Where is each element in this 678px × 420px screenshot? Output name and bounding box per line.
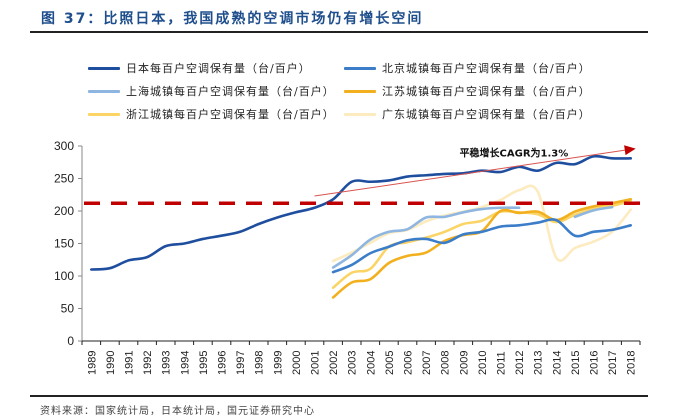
legend-swatch [344,66,376,70]
legend-item-shanghai: 上海城镇每百户空调保有量（台/百户） [88,83,335,99]
x-tick-label: 2006 [403,351,415,375]
trend-arrow-line [314,149,628,197]
legend-swatch [88,66,120,70]
trend-arrow-head [624,145,636,156]
x-tick-label: 2000 [291,351,303,375]
series-line-shanghai [573,205,614,219]
y-axis: 0 50 100 150 200 250 300 [54,139,83,348]
x-tick-label: 2013 [533,351,545,375]
legend-item-beijing: 北京城镇每百户空调保有量（台/百户） [344,60,591,76]
x-tick-label: 2015 [570,351,582,375]
series-line-shanghai [331,206,521,269]
x-tick-label: 1996 [217,351,229,375]
title-rule [30,31,648,33]
figure-title: 图 37：比照日本，我国成熟的空调市场仍有增长空间 [41,11,424,27]
x-tick-label: 1990 [105,351,117,375]
legend-item-zhejiang: 浙江城镇每百户空调保有量（台/百户） [88,106,335,122]
x-tick-label: 2008 [440,351,452,375]
x-tick-label: 2009 [458,351,470,375]
source-note: 资料来源：国家统计局，日本统计局，国元证券研究中心 [40,406,315,417]
legend-item-japan: 日本每百户空调保有量（台/百户） [88,60,311,76]
series-line-japan [90,154,632,271]
x-tick-label: 1989 [86,351,98,375]
x-tick-label: 1993 [161,351,173,375]
series-line-guangdong [331,184,632,263]
legend-swatch [344,89,376,93]
x-tick-label: 2005 [384,351,396,375]
x-tick-label: 2002 [328,351,340,375]
legend-item-guangdong: 广东城镇每百户空调保有量（台/百户） [344,106,591,122]
x-tick-label: 1994 [179,351,191,375]
x-tick-label: 2017 [607,351,619,375]
x-tick-label: 2014 [551,351,563,375]
y-tick-label: 300 [54,139,74,153]
x-tick-label: 1998 [254,351,266,375]
x-tick-label: 2016 [589,351,601,375]
x-tick-label: 2010 [477,351,489,375]
cagr-annotation: 平稳增长CAGR为1.3% [460,147,569,160]
x-tick-label: 2004 [365,351,377,375]
overlay-layer: 平稳增长CAGR为1.3% [84,145,640,205]
series-line-beijing [331,218,632,274]
x-axis: 1989 1990 1991 1992 1993 1994 1995 1996 1997 1998… [81,340,641,375]
source-rule [30,395,648,397]
series-layer [90,154,632,299]
legend-label: 上海城镇每百户空调保有量（台/百户） [126,85,335,98]
y-tick-label: 50 [61,302,75,316]
x-tick-label: 2012 [514,351,526,375]
legend-item-jiangsu: 江苏城镇每百户空调保有量（台/百户） [344,83,591,99]
legend-label: 北京城镇每百户空调保有量（台/百户） [382,62,591,75]
x-tick-label: 1995 [198,351,210,375]
legend-swatch [88,89,120,93]
x-tick-label: 2018 [626,351,638,375]
x-tick-label: 1991 [124,351,136,375]
x-tick-label: 2011 [496,351,508,375]
y-tick-label: 250 [54,172,74,186]
legend-label: 广东城镇每百户空调保有量（台/百户） [382,108,591,121]
y-tick-label: 0 [67,334,74,348]
y-tick-label: 200 [54,204,74,218]
x-tick-label: 1997 [235,351,247,375]
series-line-zhejiang [331,199,632,289]
x-tick-label: 1999 [272,351,284,375]
x-tick-label: 1992 [142,351,154,375]
legend-label: 江苏城镇每百户空调保有量（台/百户） [382,85,591,98]
y-tick-label: 100 [54,269,74,283]
legend-swatch [88,112,120,116]
legend-swatch [344,112,376,116]
x-tick-label: 2007 [421,351,433,375]
x-tick-label: 2001 [310,351,322,375]
x-tick-label: 2003 [347,351,359,375]
legend-label: 日本每百户空调保有量（台/百户） [126,62,311,75]
legend-label: 浙江城镇每百户空调保有量（台/百户） [126,108,335,121]
y-tick-label: 150 [54,237,74,251]
